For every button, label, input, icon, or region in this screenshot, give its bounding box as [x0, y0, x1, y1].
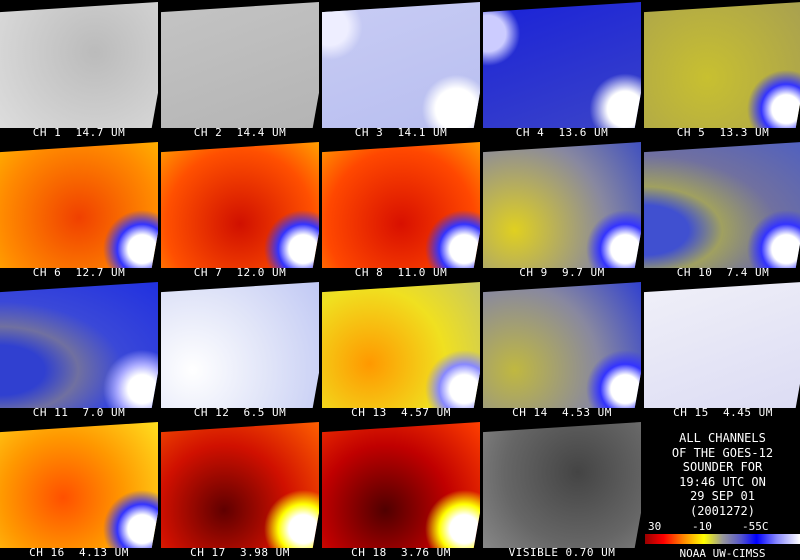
satellite-image: [483, 2, 641, 128]
panel: CH 14 4.53 UM: [483, 280, 641, 420]
colorbar-label: -10: [692, 520, 712, 533]
caption-line: (2001272): [689, 503, 756, 518]
satellite-image: [483, 422, 641, 548]
colorbar-label: -55C: [742, 520, 769, 533]
caption-line: 19:46 UTC ON: [679, 474, 766, 489]
channel-label: CH 17 3.98 UM: [190, 546, 290, 559]
satellite-image: [322, 142, 480, 268]
caption-line: 29 SEP 01: [689, 489, 756, 503]
channel-label: CH 18 3.76 UM: [351, 546, 451, 559]
satellite-image: [322, 2, 480, 128]
channel-label: CH 8 11.0 UM: [354, 266, 448, 279]
satellite-image: [0, 422, 158, 548]
caption-line: OF THE GOES-12: [671, 445, 774, 460]
caption-line: SOUNDER FOR: [682, 460, 763, 474]
panel: CH 5 13.3 UM: [644, 0, 800, 140]
channel-label: CH 9 9.7 UM: [519, 266, 605, 279]
caption: ALL CHANNELS OF THE GOES-12 SOUNDER FOR 19:…: [645, 431, 800, 518]
channel-label: VISIBLE 0.70 UM: [508, 546, 616, 559]
panel: CH 16 4.13 UM: [0, 420, 158, 560]
panel: CH 3 14.1 UM: [322, 0, 480, 140]
satellite-image: [0, 282, 158, 408]
channel-label: CH 4 13.6 UM: [515, 126, 609, 139]
satellite-image: [0, 2, 158, 128]
satellite-image: [161, 142, 319, 268]
satellite-image: [644, 2, 800, 128]
satellite-image: [483, 282, 641, 408]
channel-label: CH 10 7.4 UM: [676, 266, 770, 279]
channel-label: CH 12 6.5 UM: [193, 406, 287, 419]
satellite-image: [161, 282, 319, 408]
channel-label: CH 6 12.7 UM: [32, 266, 126, 279]
panel: CH 2 14.4 UM: [161, 0, 319, 140]
colorbar-label: 30: [648, 520, 662, 533]
channel-label: CH 2 14.4 UM: [193, 126, 287, 139]
satellite-image: [161, 422, 319, 548]
panel: CH 1 14.7 UM: [0, 0, 158, 140]
channel-label: CH 13 4.57 UM: [351, 406, 451, 419]
panel: CH 9 9.7 UM: [483, 140, 641, 280]
panel: CH 7 12.0 UM: [161, 140, 319, 280]
panel: CH 18 3.76 UM: [322, 420, 480, 560]
panel: CH 4 13.6 UM: [483, 0, 641, 140]
panel: CH 10 7.4 UM: [644, 140, 800, 280]
satellite-image: [322, 422, 480, 548]
channel-label: CH 11 7.0 UM: [32, 406, 126, 419]
panel: CH 13 4.57 UM: [322, 280, 480, 420]
satellite-image: [322, 282, 480, 408]
colorbar: [645, 534, 800, 544]
satellite-image: [483, 142, 641, 268]
channel-label: CH 15 4.45 UM: [673, 406, 773, 419]
satellite-image: [644, 142, 800, 268]
satellite-image: [644, 282, 800, 408]
channel-label: CH 16 4.13 UM: [29, 546, 129, 559]
satellite-image: [161, 2, 319, 128]
channel-label: CH 1 14.7 UM: [32, 126, 126, 139]
panel: CH 6 12.7 UM: [0, 140, 158, 280]
panel: CH 11 7.0 UM: [0, 280, 158, 420]
panel: VISIBLE 0.70 UM: [483, 420, 641, 560]
credit: NOAA UW-CIMSS: [679, 547, 766, 560]
panel: CH 15 4.45 UM: [644, 280, 800, 420]
channel-label: CH 3 14.1 UM: [354, 126, 448, 139]
panel: CH 12 6.5 UM: [161, 280, 319, 420]
panel: CH 8 11.0 UM: [322, 140, 480, 280]
caption-line: ALL CHANNELS: [679, 431, 766, 445]
channel-label: CH 5 13.3 UM: [676, 126, 770, 139]
satellite-image: [0, 142, 158, 268]
channel-label: CH 7 12.0 UM: [193, 266, 287, 279]
channel-label: CH 14 4.53 UM: [512, 406, 612, 419]
panel: CH 17 3.98 UM: [161, 420, 319, 560]
